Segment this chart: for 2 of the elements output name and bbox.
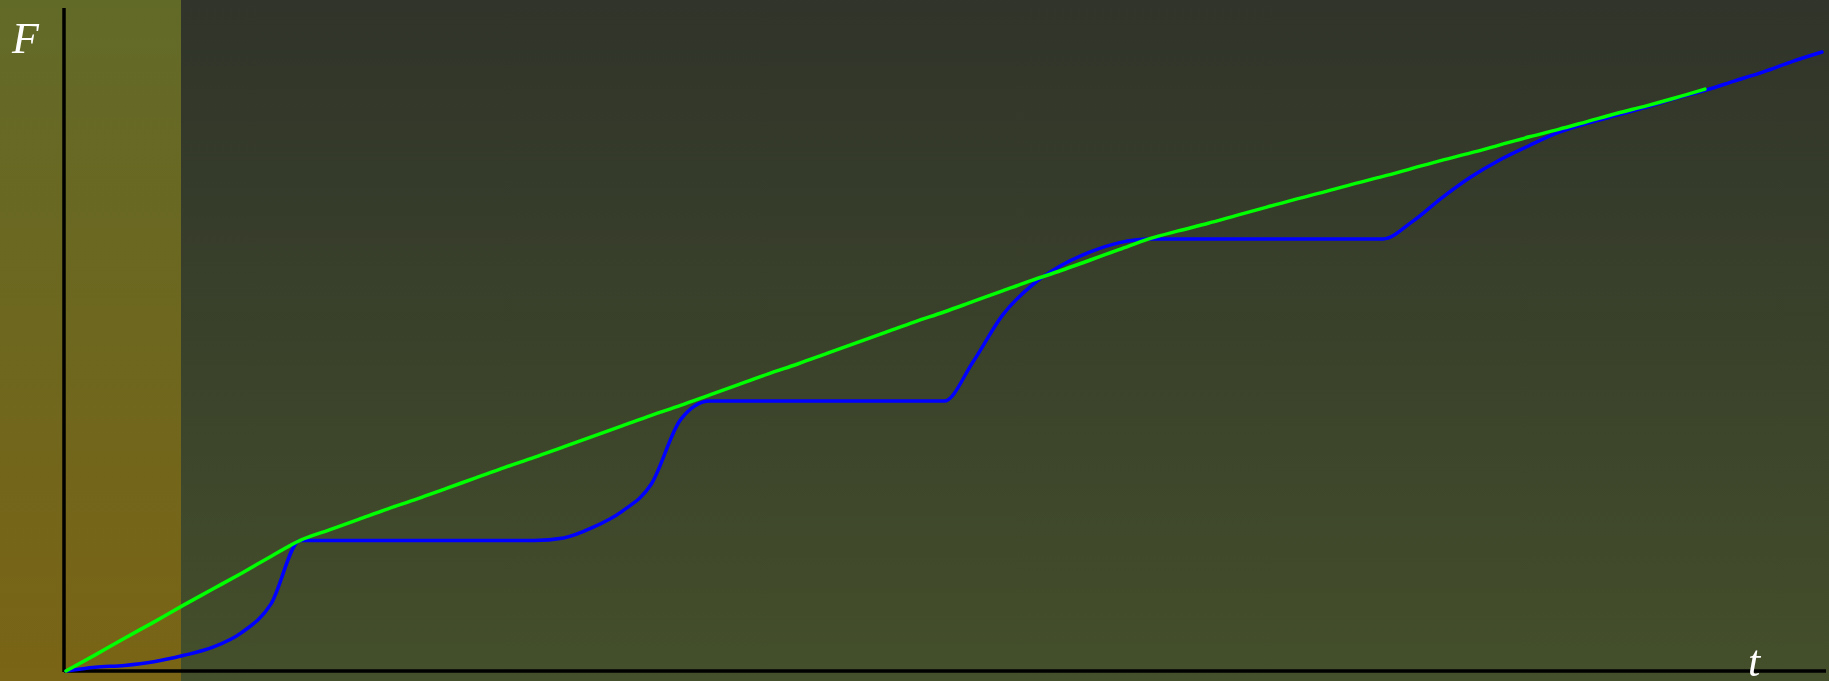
x-axis-title: t	[1748, 637, 1762, 681]
y-axis-title: F	[11, 14, 40, 63]
